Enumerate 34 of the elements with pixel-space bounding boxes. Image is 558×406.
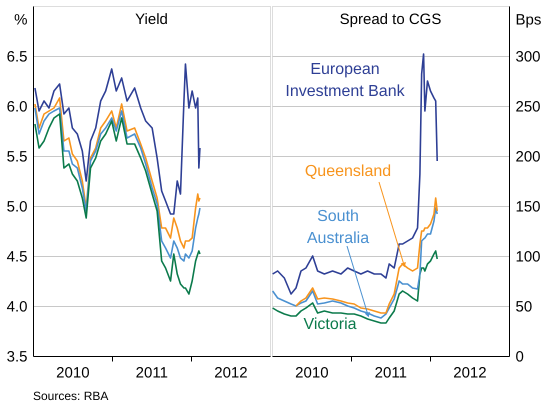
y2-tick-label: 250 <box>516 98 541 116</box>
y-tick-label: 3.5 <box>6 348 28 366</box>
x-tick-label: 2010 <box>295 364 329 382</box>
y2-tick-label: 0 <box>516 348 524 366</box>
y-tick-label: 6.0 <box>6 98 28 116</box>
line-series <box>34 113 201 295</box>
text: Queensland <box>304 163 392 180</box>
x-tick-label: 2012 <box>453 364 487 382</box>
y-tick-label: 4.5 <box>6 248 28 266</box>
chart-title: Yield <box>135 11 168 28</box>
x-tick-label: 2010 <box>56 364 90 382</box>
y-axis-title: % <box>14 12 28 28</box>
line-series <box>295 197 438 314</box>
y2-tick-label: 100 <box>516 248 541 266</box>
series-label: Victoria <box>303 316 357 333</box>
y2-tick-label: 200 <box>516 148 541 166</box>
line-series <box>272 53 438 295</box>
y2-tick-label: 150 <box>516 198 541 216</box>
source-note: Sources: RBA <box>33 389 108 403</box>
series-label: European Investment Bank <box>285 61 406 100</box>
line-series <box>34 63 201 215</box>
y-tick-label: 5.5 <box>6 148 28 166</box>
x-tick-label: 2011 <box>374 364 407 382</box>
y-tick-label: 5.0 <box>6 198 28 216</box>
y2-tick-label: 300 <box>516 48 541 66</box>
text: South Australia <box>306 208 370 247</box>
x-tick-label: 2011 <box>136 364 168 382</box>
y-tick-label: 6.5 <box>6 48 28 66</box>
y-tick-label: 4.0 <box>6 298 28 316</box>
y2-axis-title: Bps <box>516 12 542 28</box>
chart-title: Spread to CGS <box>340 11 442 28</box>
line-series <box>272 207 438 319</box>
y2-tick-label: 50 <box>516 298 532 316</box>
x-tick-label: 2012 <box>214 364 248 382</box>
